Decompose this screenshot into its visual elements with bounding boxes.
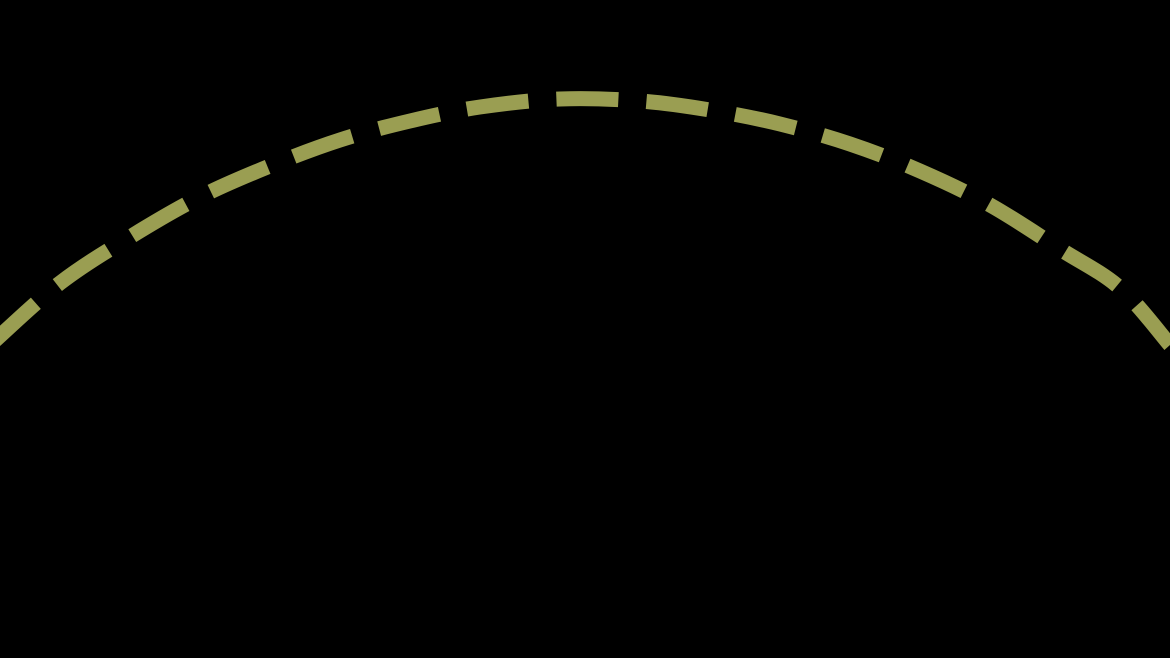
series-group xyxy=(0,91,1170,350)
arc-line-series xyxy=(0,91,1170,350)
